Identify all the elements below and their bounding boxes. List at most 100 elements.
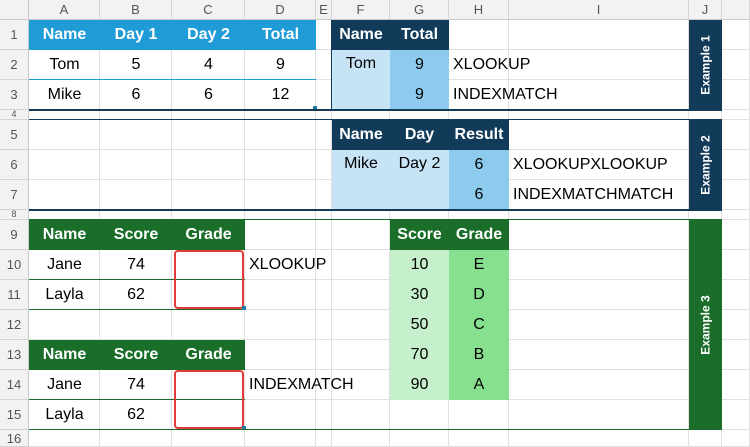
ex3-t1-a10[interactable]: Jane (47, 256, 82, 273)
column-header-i[interactable]: I (509, 0, 689, 20)
ex2-label-indexmatch[interactable]: INDEXMATCHMATCH (513, 186, 674, 203)
column-header-g[interactable]: G (390, 0, 449, 20)
ex2-result-xlookup[interactable]: 6 (449, 150, 509, 180)
ex1-header-total[interactable]: Total (245, 20, 316, 50)
row-header-13[interactable]: 13 (0, 340, 29, 370)
ex1-header-name[interactable]: Name (29, 20, 100, 50)
ex3-t1-resize-handle[interactable] (242, 306, 246, 310)
ex3-t1-header-score[interactable]: Score (100, 220, 172, 250)
ex1-label-indexmatch[interactable]: INDEXMATCH (453, 86, 558, 103)
ex3-t2-resize-handle[interactable] (242, 426, 246, 430)
column-header-a[interactable]: A (29, 0, 100, 20)
ex3-t2-header-grade[interactable]: Grade (172, 340, 245, 370)
column-header-j[interactable]: J (689, 0, 722, 20)
example1-band: Example 1 (689, 20, 722, 110)
row-header-6[interactable]: 6 (0, 150, 29, 180)
ex3-t1-b11[interactable]: 62 (127, 286, 145, 303)
ex3-label-xlookup[interactable]: XLOOKUP (249, 256, 327, 273)
ex3-label-indexmatch[interactable]: INDEXMATCH (249, 376, 354, 393)
column-header-e[interactable]: E (316, 0, 332, 20)
ex3-t2-row-border (29, 399, 245, 400)
ex3-t1-header-grade[interactable]: Grade (172, 220, 245, 250)
row-header-10[interactable]: 10 (0, 250, 29, 280)
column-header-h[interactable]: H (449, 0, 509, 20)
ex1-cell-c3[interactable]: 6 (204, 86, 213, 103)
row-header-14[interactable]: 14 (0, 370, 29, 400)
ex3-t2-b14[interactable]: 74 (127, 376, 145, 393)
ex3-grade-score-3[interactable]: 50 (390, 310, 449, 340)
ex3-grade-letter-1[interactable]: E (449, 250, 509, 280)
ex1-lookup-header-name[interactable]: Name (332, 20, 390, 50)
ex3-grade-header-score[interactable]: Score (390, 220, 449, 250)
ex3-t1-header-name[interactable]: Name (29, 220, 100, 250)
ex2-header-result[interactable]: Result (449, 120, 509, 150)
grid-hline (29, 339, 750, 340)
ex1-cell-d2[interactable]: 9 (276, 56, 285, 73)
ex1-cell-b3[interactable]: 6 (131, 86, 141, 103)
column-header-next[interactable] (722, 0, 750, 20)
grid-vline (315, 20, 316, 447)
row-header-2[interactable]: 2 (0, 50, 29, 80)
row-header-4[interactable]: 4 (0, 109, 29, 120)
ex2-name-cell[interactable]: Mike (332, 150, 390, 210)
example2-band-label: Example 2 (698, 135, 713, 195)
row-header-3[interactable]: 3 (0, 80, 29, 110)
ex2-header-day[interactable]: Day (390, 120, 449, 150)
ex2-label-xlookup[interactable]: XLOOKUPXLOOKUP (513, 156, 668, 173)
row-header-15[interactable]: 15 (0, 400, 29, 430)
ex1-label-xlookup[interactable]: XLOOKUP (453, 56, 531, 73)
row-header-16[interactable]: 16 (0, 430, 29, 447)
column-header-c[interactable]: C (172, 0, 245, 20)
grid-vline (688, 20, 689, 447)
ex3-grade-score-1[interactable]: 10 (390, 250, 449, 280)
ex3-t2-a14[interactable]: Jane (47, 376, 82, 393)
ex2-header-name[interactable]: Name (332, 120, 390, 150)
ex3-grade-letter-3[interactable]: C (449, 310, 509, 340)
ex3-grade-header-grade[interactable]: Grade (449, 220, 509, 250)
grid-hline (29, 369, 750, 370)
ex1-table-resize-handle[interactable] (313, 106, 317, 110)
ex1-header-day1[interactable]: Day 1 (100, 20, 172, 50)
ex1-cell-a3[interactable]: Mike (47, 86, 82, 103)
ex3-grade-score-4[interactable]: 70 (390, 340, 449, 370)
ex3-grade-letter-5[interactable]: A (449, 370, 509, 400)
ex1-result-indexmatch[interactable]: 9 (390, 80, 449, 110)
row-header-7[interactable]: 7 (0, 180, 29, 210)
column-header-f[interactable]: F (332, 0, 390, 20)
ex3-grade-letter-4[interactable]: B (449, 340, 509, 370)
section-top-ex2 (29, 119, 722, 120)
row-header-11[interactable]: 11 (0, 280, 29, 310)
row-header-9[interactable]: 9 (0, 220, 29, 250)
ex3-t1-a11[interactable]: Layla (45, 286, 84, 303)
ex1-header-day2[interactable]: Day 2 (172, 20, 245, 50)
column-header-b[interactable]: B (100, 0, 172, 20)
ex2-day-cell[interactable]: Day 2 (390, 150, 449, 210)
ex1-lookup-header-total[interactable]: Total (390, 20, 449, 50)
ex3-t2-header-name[interactable]: Name (29, 340, 100, 370)
grid-hline (29, 249, 750, 250)
ex3-t2-b15[interactable]: 62 (127, 406, 145, 423)
ex1-cell-d3[interactable]: 12 (271, 86, 290, 103)
example3-band: Example 3 (689, 220, 722, 430)
ex1-lookup-name-cell[interactable]: Tom (332, 50, 390, 110)
section-bottom-ex3 (29, 429, 722, 430)
ex3-t1-b10[interactable]: 74 (127, 256, 145, 273)
row-header-1[interactable]: 1 (0, 20, 29, 50)
column-header-d[interactable]: D (245, 0, 316, 20)
select-all-corner[interactable] (0, 0, 29, 20)
ex3-t2-header-score[interactable]: Score (100, 340, 172, 370)
example1-band-label: Example 1 (698, 35, 713, 95)
ex3-grade-letter-2[interactable]: D (449, 280, 509, 310)
ex3-t2-a15[interactable]: Layla (45, 406, 84, 423)
ex3-grade-score-2[interactable]: 30 (390, 280, 449, 310)
row-header-8[interactable]: 8 (0, 209, 29, 220)
ex2-result-indexmatch[interactable]: 6 (449, 180, 509, 210)
ex1-cell-b2[interactable]: 5 (131, 56, 141, 73)
row-header-12[interactable]: 12 (0, 310, 29, 340)
ex3-grade-score-5[interactable]: 90 (390, 370, 449, 400)
row-header-5[interactable]: 5 (0, 120, 29, 150)
ex1-result-xlookup[interactable]: 9 (390, 50, 449, 80)
ex1-cell-a2[interactable]: Tom (49, 56, 80, 73)
ex1-cell-c2[interactable]: 4 (204, 56, 213, 73)
